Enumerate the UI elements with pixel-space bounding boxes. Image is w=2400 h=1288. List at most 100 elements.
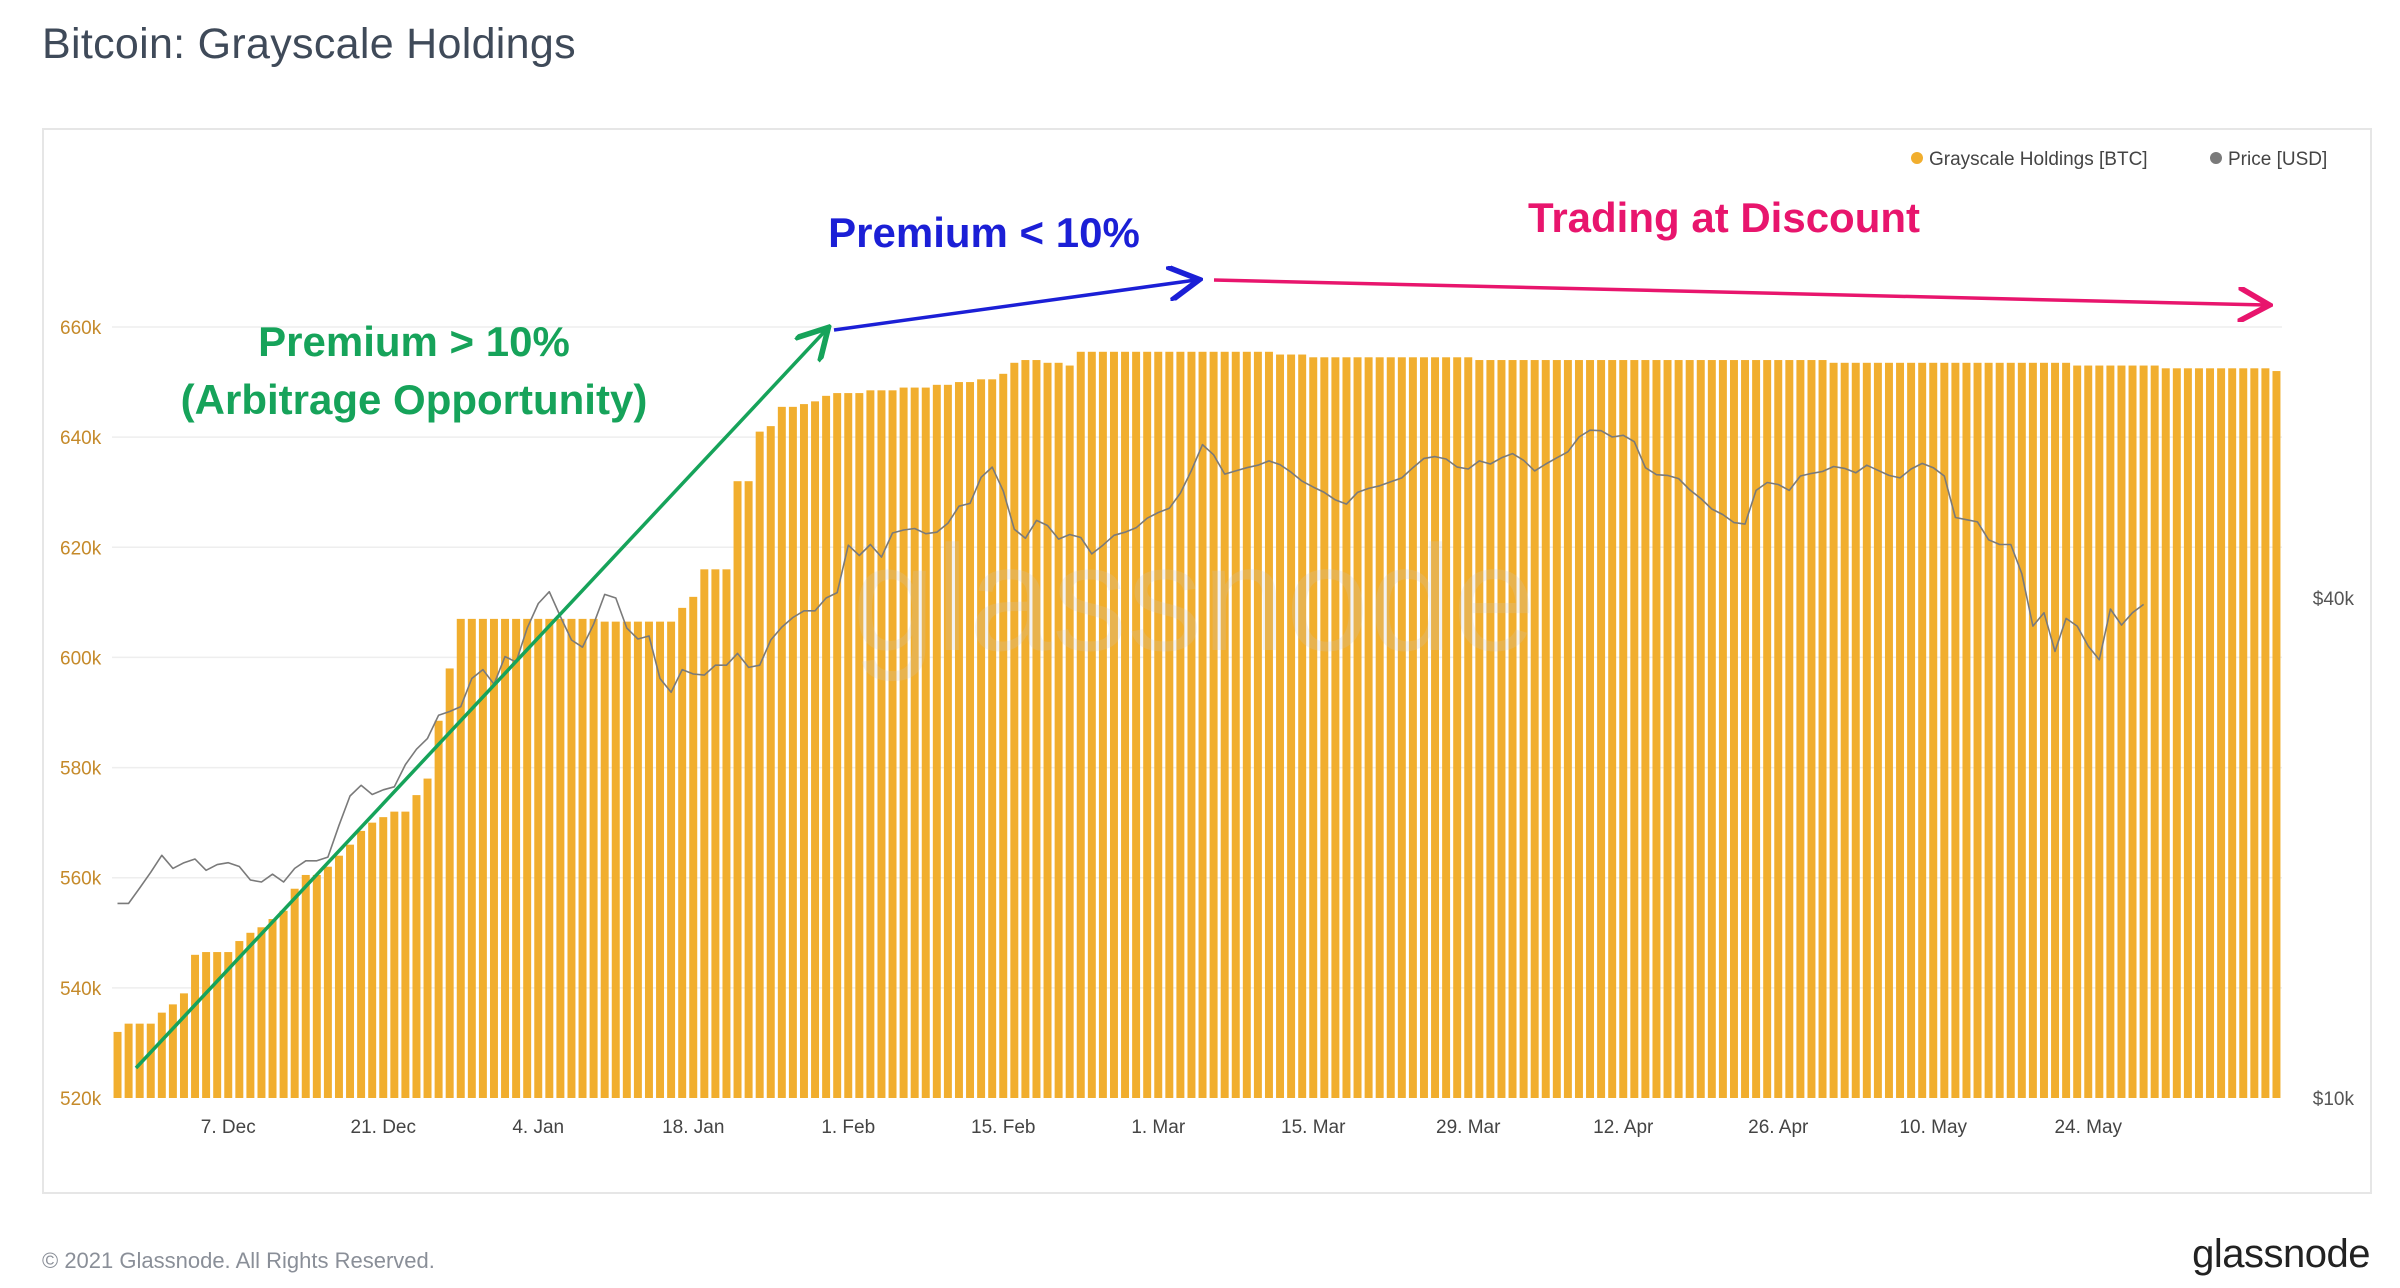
holdings-bar — [2206, 368, 2215, 1098]
holdings-bar — [1442, 357, 1451, 1098]
arrow-discount — [1213, 278, 2266, 305]
holdings-bar — [2062, 362, 2071, 1098]
left-tick-label: 660k — [60, 318, 102, 339]
holdings-bar — [644, 621, 653, 1098]
holdings-bar — [999, 373, 1008, 1098]
x-tick-label: 29. Mar — [1436, 1117, 1501, 1138]
holdings-bar — [921, 387, 930, 1098]
holdings-bar — [1896, 362, 1905, 1098]
holdings-bar — [2172, 368, 2181, 1098]
holdings-bar — [346, 844, 355, 1098]
holdings-bar — [534, 618, 543, 1098]
holdings-bar — [1597, 360, 1606, 1098]
holdings-bar — [910, 387, 919, 1098]
holdings-bar — [2272, 371, 2281, 1098]
arrow-premium-high — [134, 330, 826, 1070]
holdings-bar — [1741, 360, 1750, 1098]
right-y-axis: $10k $40k — [2313, 589, 2355, 1110]
holdings-bar — [1154, 351, 1163, 1098]
holdings-bar — [2194, 368, 2203, 1098]
holdings-bar — [323, 866, 332, 1098]
right-tick-label: $10k — [2313, 1089, 2355, 1110]
holdings-bar — [1663, 360, 1672, 1098]
holdings-bar — [1231, 351, 1240, 1098]
holdings-bar — [1973, 362, 1982, 1098]
left-tick-label: 540k — [60, 979, 102, 1000]
holdings-bar — [1386, 357, 1395, 1098]
holdings-bar — [467, 618, 476, 1098]
holdings-bar — [656, 621, 665, 1098]
holdings-bar — [2006, 362, 2015, 1098]
holdings-bar — [1032, 360, 1041, 1098]
holdings-bar — [855, 393, 864, 1099]
holdings-bar — [1253, 351, 1262, 1098]
holdings-bar — [877, 390, 886, 1098]
holdings-bar — [2128, 365, 2137, 1098]
holdings-bar — [1508, 360, 1517, 1098]
legend-price-dot — [2210, 152, 2222, 164]
holdings-bar — [312, 874, 321, 1098]
holdings-bar — [988, 379, 997, 1098]
holdings-bar — [844, 393, 853, 1099]
annotation-premium-high-line1: Premium > 10% — [258, 318, 570, 365]
left-tick-label: 640k — [60, 428, 102, 449]
holdings-bar — [1419, 357, 1428, 1098]
x-tick-label: 15. Feb — [971, 1117, 1035, 1138]
holdings-bar — [1375, 357, 1384, 1098]
holdings-bar — [1065, 365, 1074, 1098]
holdings-bar — [456, 618, 465, 1098]
holdings-bar — [1929, 362, 1938, 1098]
arrow-premium-low — [833, 280, 1196, 332]
holdings-bar — [301, 874, 310, 1098]
holdings-bar — [2073, 365, 2082, 1098]
chart-svg: 520k 540k 560k 580k 600k 620k 640k 660k $10k $40… — [60, 149, 2355, 1138]
holdings-bar — [1109, 351, 1118, 1098]
holdings-bar — [943, 384, 952, 1098]
x-tick-label: 1. Mar — [1131, 1117, 1186, 1138]
holdings-bar — [1342, 357, 1351, 1098]
holdings-bar — [2183, 368, 2192, 1098]
holdings-bar — [1519, 360, 1528, 1098]
holdings-bar — [1143, 351, 1152, 1098]
holdings-bar — [733, 481, 742, 1098]
holdings-bar — [1475, 360, 1484, 1098]
holdings-bar — [1121, 351, 1130, 1098]
holdings-bar — [678, 607, 687, 1098]
holdings-bar — [578, 618, 587, 1098]
legend-price-label: Price [USD] — [2228, 149, 2327, 170]
holdings-bar — [202, 952, 211, 1098]
x-axis: 7. Dec 21. Dec 4. Jan 18. Jan 1. Feb 15. Feb 1… — [201, 1117, 2123, 1138]
holdings-bar — [235, 941, 244, 1098]
holdings-bar — [2106, 365, 2115, 1098]
holdings-bar — [1309, 357, 1318, 1098]
holdings-bar — [1940, 362, 1949, 1098]
holdings-bar — [1685, 360, 1694, 1098]
holdings-bar — [755, 431, 764, 1098]
holdings-bar — [966, 382, 975, 1098]
holdings-bar — [1630, 360, 1639, 1098]
x-tick-label: 1. Feb — [821, 1117, 875, 1138]
holdings-bar — [1220, 351, 1229, 1098]
holdings-bar — [412, 795, 421, 1098]
holdings-bar — [977, 379, 986, 1098]
holdings-bar — [1951, 362, 1960, 1098]
legend-holdings-dot — [1911, 152, 1923, 164]
holdings-bar — [722, 569, 731, 1098]
holdings-bar — [1198, 351, 1207, 1098]
x-tick-label: 26. Apr — [1748, 1117, 1809, 1138]
right-tick-label: $40k — [2313, 589, 2355, 610]
holdings-bar — [744, 481, 753, 1098]
holdings-bar — [1586, 360, 1595, 1098]
x-tick-label: 21. Dec — [351, 1117, 416, 1138]
holdings-bar — [1796, 360, 1805, 1098]
holdings-bar — [545, 618, 554, 1098]
holdings-bar — [1408, 357, 1417, 1098]
holdings-bar — [2217, 368, 2226, 1098]
page-title: Bitcoin: Grayscale Holdings — [42, 20, 576, 68]
holdings-bar — [1353, 357, 1362, 1098]
chart-frame: 520k 540k 560k 580k 600k 620k 640k 660k $10k $40… — [42, 128, 2372, 1194]
holdings-bar — [667, 621, 676, 1098]
holdings-bar — [1165, 351, 1174, 1098]
holdings-bar — [1298, 354, 1307, 1098]
x-tick-label: 18. Jan — [662, 1117, 724, 1138]
